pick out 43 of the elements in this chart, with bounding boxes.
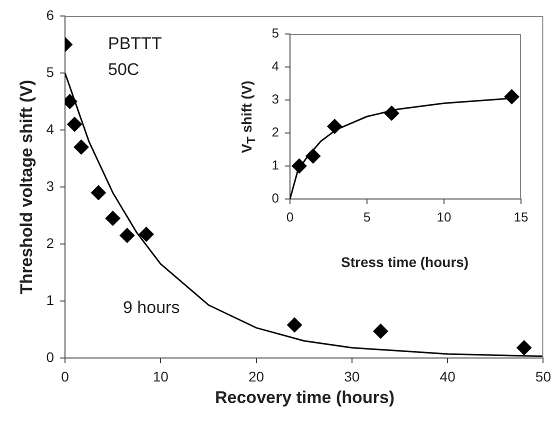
x-tick-label: 30 (344, 368, 360, 384)
x-axis-title: Stress time (hours) (341, 254, 469, 270)
point (504, 89, 520, 104)
point (384, 106, 400, 121)
point (90, 185, 106, 200)
x-tick-label: 10 (436, 209, 452, 224)
y-tick-label: 1 (272, 158, 279, 173)
annotation: 50C (108, 60, 140, 80)
y-tick-label: 3 (46, 178, 54, 194)
point (105, 210, 120, 226)
x-axis-title: Recovery time (hours) (215, 388, 394, 408)
y-tick-label: 2 (272, 124, 279, 140)
point (67, 116, 82, 132)
x-tick-label: 15 (514, 209, 528, 224)
point (138, 226, 154, 242)
y-tick-label: 0 (272, 190, 279, 206)
y-tick-label: 3 (272, 92, 279, 107)
x-tick-label: 50 (535, 368, 552, 384)
point (306, 148, 321, 164)
point (74, 140, 89, 155)
y-tick-label: 0 (46, 348, 54, 365)
annotation: PBTTT (108, 34, 162, 54)
point (120, 228, 135, 243)
x-tick-label: 0 (61, 368, 70, 384)
y-tick-label: 4 (272, 58, 279, 74)
point (287, 317, 302, 332)
annotation: 9 hours (123, 298, 180, 318)
y-tick-label: 2 (46, 234, 54, 251)
point (373, 324, 388, 339)
point (516, 340, 532, 356)
point (327, 118, 342, 134)
y-tick-label: 4 (46, 120, 54, 137)
y-tick-label: 5 (272, 26, 279, 41)
point (292, 158, 307, 174)
y-axis-title: Threshold voltage shift (V) (17, 80, 38, 294)
y-tick-label: 5 (46, 64, 54, 80)
x-tick-label: 20 (248, 368, 264, 384)
x-tick-label: 5 (363, 209, 371, 224)
y-tick-label: 1 (46, 292, 54, 308)
y-tick-label: 6 (46, 6, 54, 23)
x-tick-label: 0 (286, 209, 294, 224)
x-tick-label: 40 (440, 368, 456, 384)
x-tick-label: 10 (152, 368, 169, 384)
